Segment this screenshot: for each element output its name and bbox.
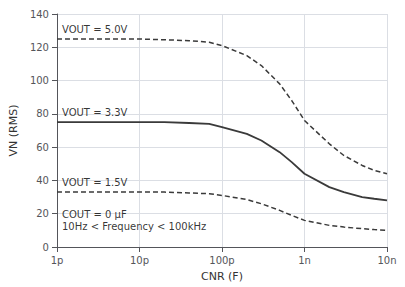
svg-text:VOUT = 3.3V: VOUT = 3.3V bbox=[62, 107, 128, 118]
svg-text:1n: 1n bbox=[298, 255, 311, 266]
svg-text:60: 60 bbox=[36, 142, 49, 153]
svg-text:40: 40 bbox=[36, 175, 49, 186]
svg-text:120: 120 bbox=[30, 42, 49, 53]
svg-text:80: 80 bbox=[36, 108, 49, 119]
svg-text:CNR (F): CNR (F) bbox=[201, 270, 243, 283]
svg-text:10p: 10p bbox=[130, 255, 149, 266]
svg-text:10Hz < Frequency < 100kHz: 10Hz < Frequency < 100kHz bbox=[62, 221, 206, 232]
svg-text:COUT = 0 μF: COUT = 0 μF bbox=[62, 209, 127, 220]
svg-text:20: 20 bbox=[36, 208, 49, 219]
svg-text:VOUT = 5.0V: VOUT = 5.0V bbox=[62, 24, 128, 35]
svg-text:VN (RMS): VN (RMS) bbox=[7, 105, 20, 157]
svg-text:1p: 1p bbox=[51, 255, 64, 266]
svg-text:0: 0 bbox=[43, 242, 49, 253]
svg-text:100p: 100p bbox=[209, 255, 234, 266]
svg-text:140: 140 bbox=[30, 9, 49, 20]
svg-text:10n: 10n bbox=[377, 255, 396, 266]
svg-text:VOUT = 1.5V: VOUT = 1.5V bbox=[62, 177, 128, 188]
svg-text:100: 100 bbox=[30, 75, 49, 86]
